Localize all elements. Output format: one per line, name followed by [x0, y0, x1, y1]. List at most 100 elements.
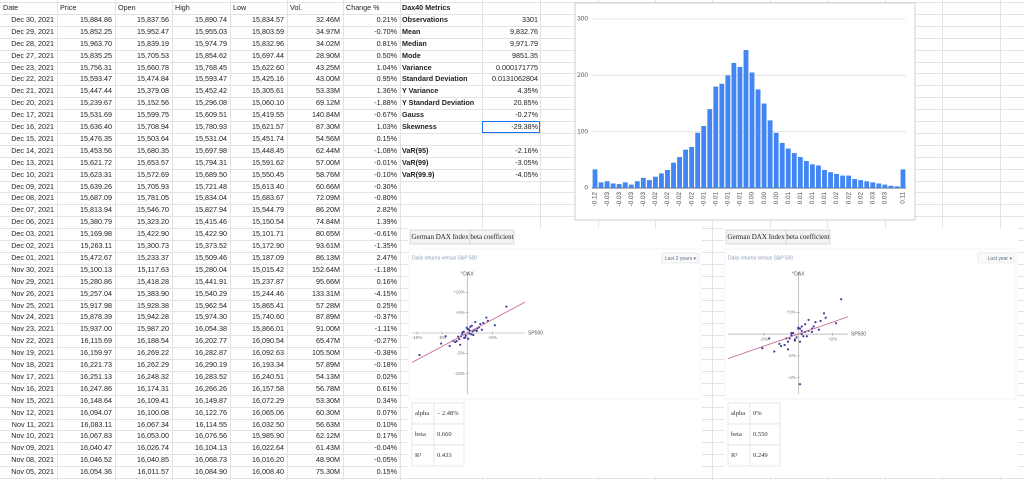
bar [689, 146, 695, 188]
metric-value: -0.27% [515, 110, 538, 120]
table-cell: 56.63M [316, 419, 340, 429]
x-axis-label: SP500 [528, 330, 543, 336]
metric-label: Standard Deviation [402, 74, 468, 84]
table-cell: 15,794.31 [195, 157, 227, 167]
table-cell: 1.39% [376, 217, 397, 227]
scatter-point [804, 323, 807, 326]
scatter-point [470, 324, 473, 327]
x-tick-label: 0.02 [845, 192, 852, 205]
x-tick-label: -2% [760, 336, 768, 341]
table-cell: 16,157.58 [252, 383, 284, 393]
table-cell: 15,928.38 [137, 300, 169, 310]
period-button[interactable] [661, 252, 699, 264]
table-cell: 57.00M [316, 157, 340, 167]
table-cell: 34.02M [316, 38, 340, 48]
table-cell: 1.04% [376, 62, 397, 72]
scatter-point [817, 328, 820, 331]
table-cell: 16,067.83 [80, 431, 112, 441]
table-cell: 16,083.11 [80, 419, 112, 429]
metric-label: VaR(95) [402, 145, 429, 155]
regression-line [727, 316, 849, 360]
y-tick-label: +10% [453, 290, 465, 295]
stat-value: – 2.48% [436, 410, 459, 417]
table-cell: 0.50% [376, 50, 397, 60]
table-cell: 15,373.52 [195, 241, 227, 250]
table-cell: 15,300.73 [137, 241, 169, 250]
table-cell: 152.64M [312, 264, 340, 274]
period-button[interactable] [977, 252, 1015, 264]
table-cell: 28.90M [316, 50, 340, 60]
table-cell: 16,022.64 [252, 443, 284, 453]
table-cell: 15,622.60 [252, 62, 284, 72]
metric-value: -3.05% [515, 157, 538, 167]
table-cell: 16,067.34 [137, 419, 169, 429]
table-cell: 62.12M [316, 431, 340, 441]
scatter-point [773, 350, 776, 353]
table-cell: 53.33M [316, 86, 340, 96]
scatter-point [797, 326, 800, 329]
table-cell: 15,878.39 [80, 312, 112, 322]
table-cell: 16,090.54 [252, 336, 284, 346]
scatter-point [824, 316, 827, 319]
table-cell: 15,963.70 [80, 38, 112, 48]
scatter-point [479, 322, 482, 326]
table-cell: 15,756.31 [80, 62, 112, 72]
scatter-point [798, 383, 802, 386]
table-cell: 16,092.63 [252, 348, 284, 358]
table-cell: 16,193.34 [252, 360, 284, 369]
scatter-point [800, 329, 803, 332]
table-cell: 16,008.40 [252, 467, 284, 477]
table-cell: 15,150.54 [252, 217, 284, 227]
stat-value: 0% [753, 410, 762, 417]
table-cell: 61.43M [316, 443, 340, 453]
table-cell: 15,415.46 [195, 217, 227, 227]
table-cell: 0.25% [376, 300, 397, 310]
scatter-point [440, 342, 443, 345]
table-cell: 15,531.69 [80, 110, 112, 120]
table-cell: 16,094.07 [80, 407, 112, 417]
metric-value: 3301 [522, 14, 538, 24]
x-tick-label: 0.01 [797, 192, 804, 205]
table-cell: 16,159.97 [80, 348, 112, 358]
table-cell: Nov 29, 2021 [11, 276, 54, 286]
x-tick-label: +5% [488, 335, 497, 340]
bar [731, 62, 737, 188]
table-cell: -0.67% [374, 110, 397, 120]
table-cell: Nov 16, 2021 [11, 383, 54, 393]
column-header: Open [118, 3, 136, 12]
stat-value-cell [433, 444, 465, 467]
y-tick-label: 100 [577, 128, 588, 135]
table-cell: Dec 15, 2021 [11, 133, 54, 143]
table-cell: Nov 09, 2021 [11, 443, 54, 453]
x-tick-label: -0.03 [640, 192, 647, 207]
table-cell: Nov 11, 2021 [11, 419, 54, 429]
bar [876, 183, 882, 188]
scatter-point [468, 332, 471, 335]
bar [677, 157, 682, 188]
table-cell: -0.05% [374, 455, 397, 465]
table-cell: Nov 17, 2021 [11, 371, 54, 381]
table-cell: 15,653.57 [137, 157, 169, 167]
scatter-point [822, 312, 826, 315]
bar [598, 182, 604, 188]
table-cell: 15,380.79 [80, 217, 112, 227]
y-tick-label: -4% [788, 375, 796, 380]
y-tick-label: -2% [788, 353, 796, 358]
metric-value: 9,971.79 [510, 38, 538, 48]
metric-label: VaR(99) [402, 157, 429, 167]
x-tick-label: 0.01 [785, 192, 792, 205]
table-cell: 86.13M [316, 252, 340, 262]
y-tick-label: 0 [584, 185, 588, 192]
table-cell: 16,122.76 [195, 407, 227, 417]
table-cell: 15,572.69 [137, 169, 169, 179]
table-cell: 15,721.48 [195, 181, 227, 191]
table-cell: 15,476.35 [80, 133, 112, 143]
table-cell: 0.21% [376, 14, 397, 24]
bar [749, 72, 755, 188]
grid-row-line [0, 180, 1024, 182]
table-cell: 16,072.29 [252, 395, 284, 405]
table-cell: Nov 10, 2021 [11, 431, 54, 441]
scatter-point [470, 333, 473, 336]
table-cell: Dec 09, 2021 [11, 181, 54, 191]
bar [683, 149, 689, 188]
